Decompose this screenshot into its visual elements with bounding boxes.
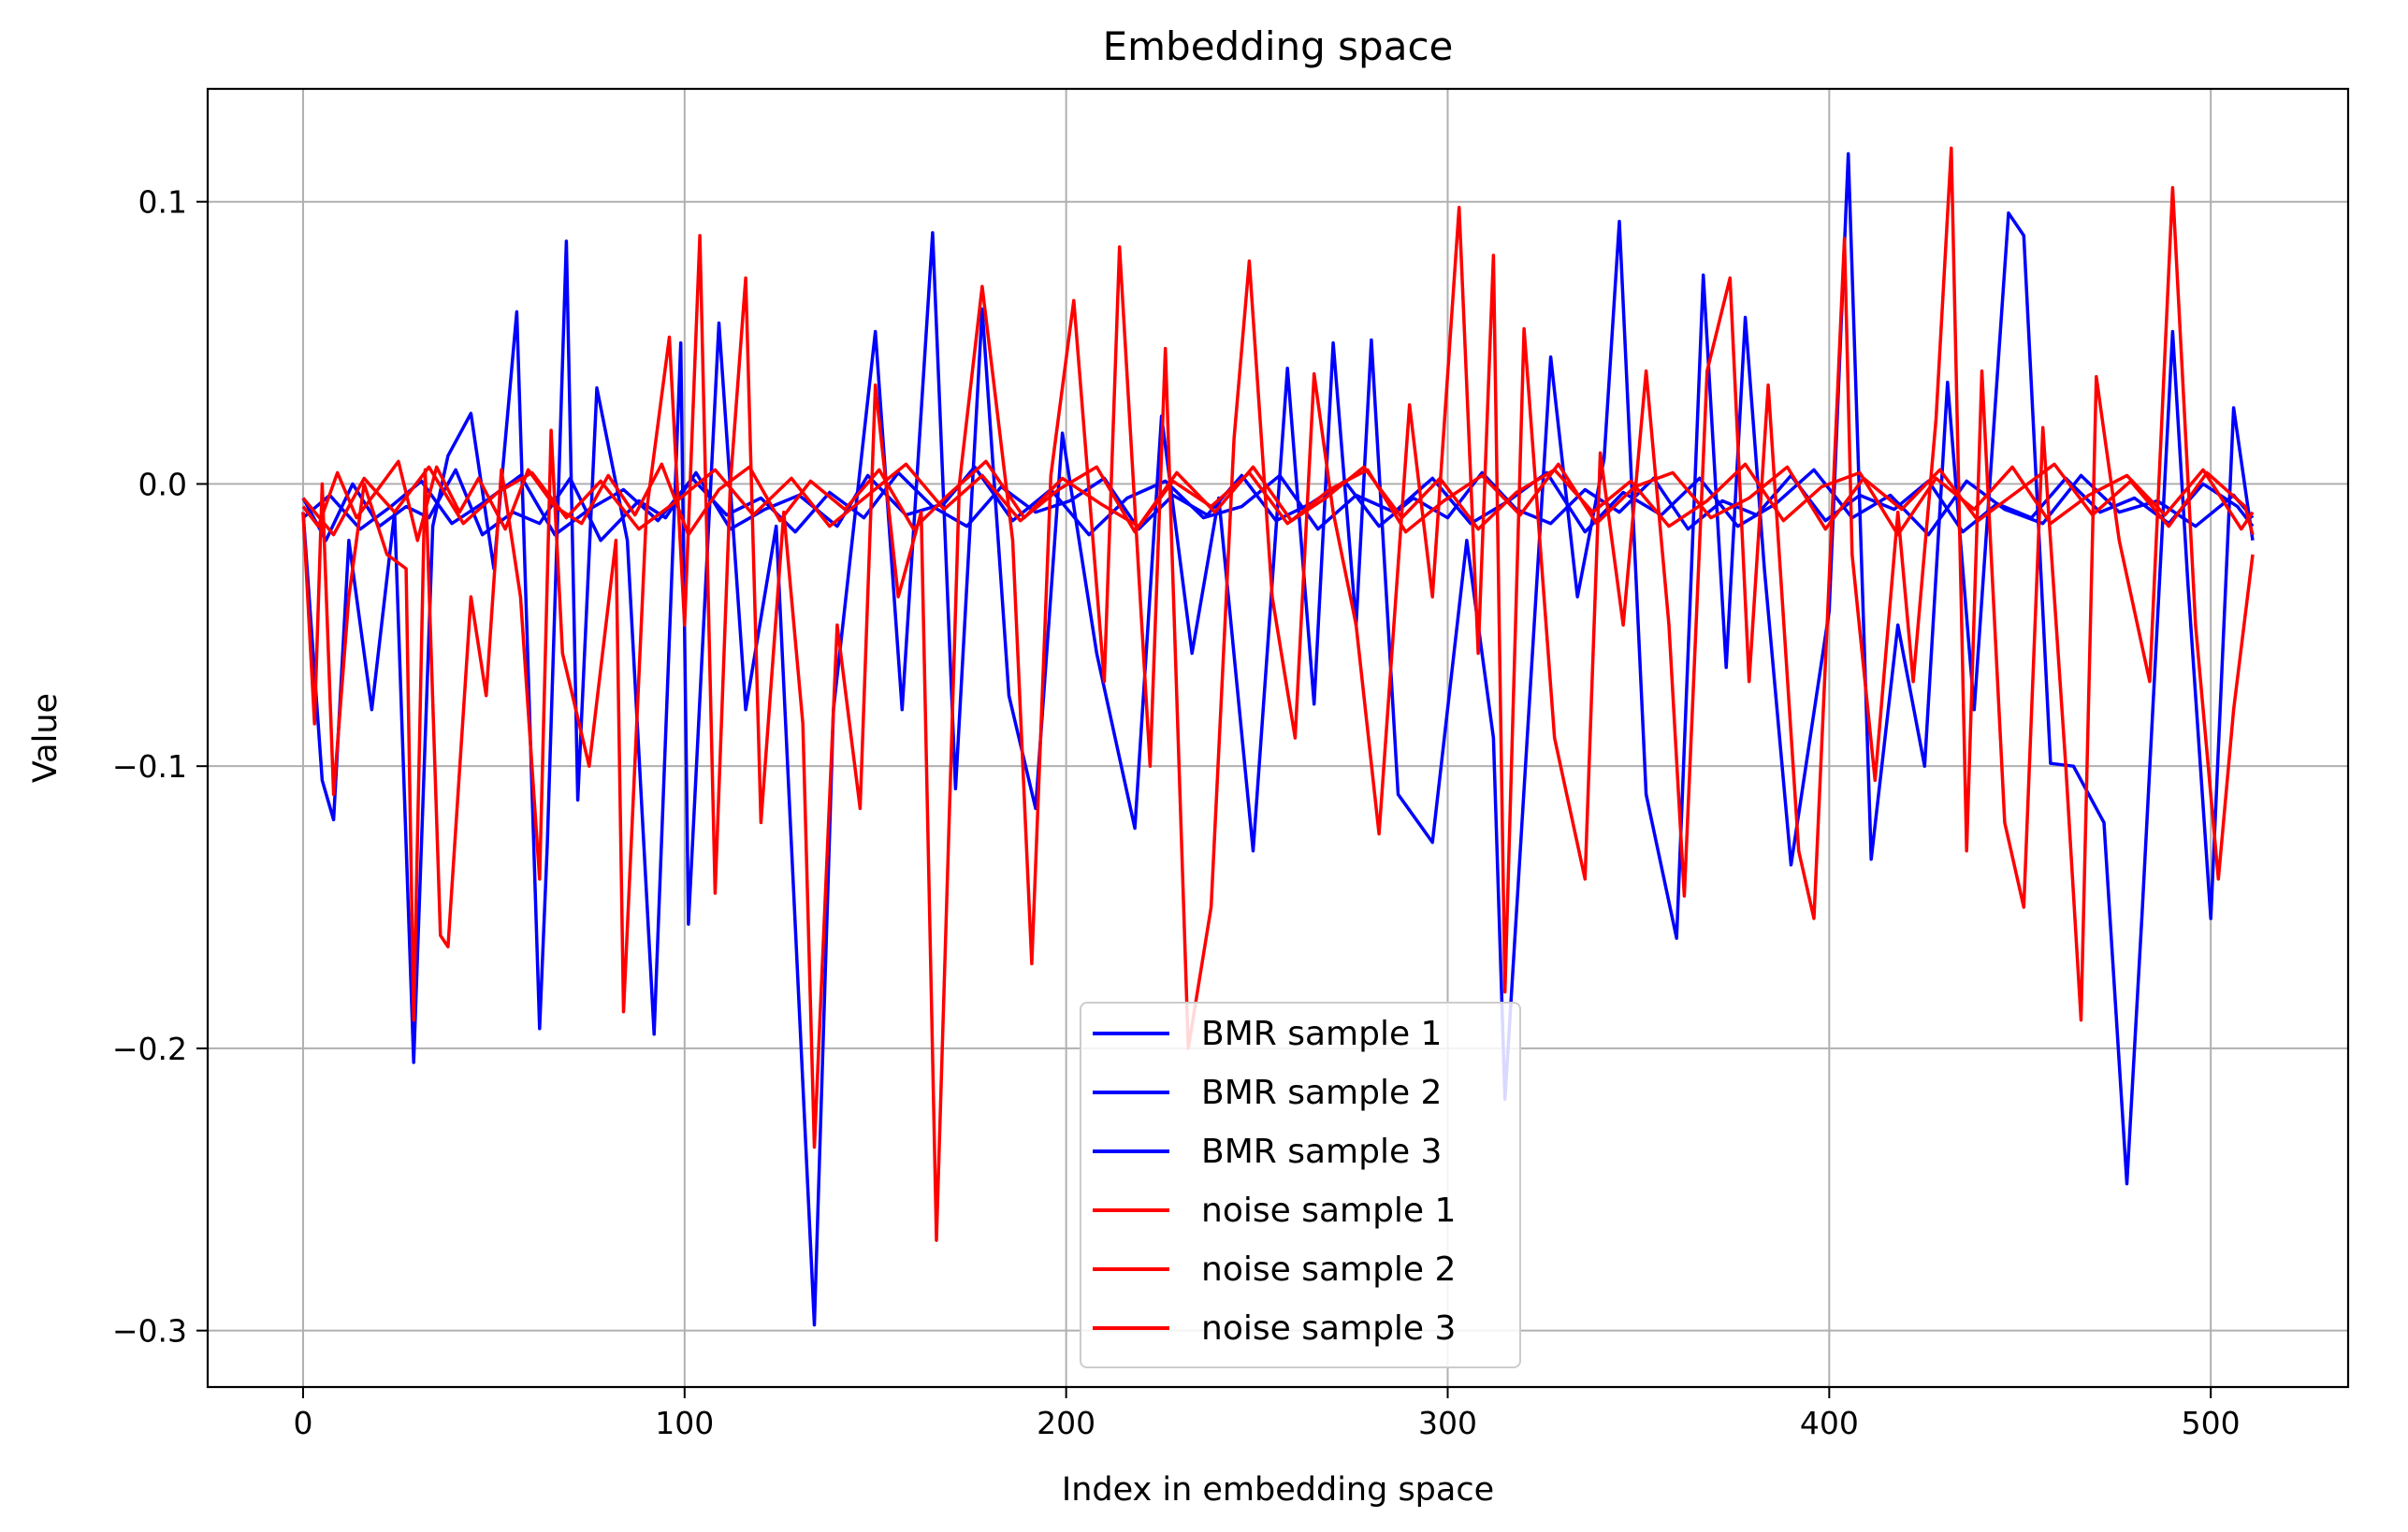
x-tick-label: 400: [1800, 1405, 1859, 1441]
series-line-6: [301, 462, 2255, 537]
x-axis-label: Index in embedding space: [1062, 1471, 1494, 1509]
legend-label: BMR sample 2: [1201, 1074, 1442, 1112]
legend: BMR sample 1 BMR sample 2 BMR sample 3 nois…: [1080, 1002, 1521, 1368]
x-tick-label: 0: [293, 1405, 312, 1441]
y-tick-label: 0.0: [138, 466, 187, 502]
y-tick-label: −0.2: [112, 1031, 187, 1067]
chart-title: Embedding space: [1103, 23, 1454, 69]
legend-label: BMR sample 1: [1201, 1015, 1442, 1053]
x-tick-label: 500: [2182, 1405, 2241, 1441]
legend-box: [1080, 1002, 1521, 1368]
legend-label: noise sample 3: [1201, 1309, 1456, 1348]
series-line-4: [301, 146, 2255, 1242]
y-axis-label: Value: [27, 693, 65, 783]
legend-label: BMR sample 3: [1201, 1133, 1442, 1171]
legend-label: noise sample 1: [1201, 1192, 1456, 1230]
legend-label: noise sample 2: [1201, 1250, 1456, 1289]
plot-frame: [206, 87, 2350, 1389]
x-tick-label: 100: [655, 1405, 714, 1441]
series-group: [301, 146, 2255, 1327]
x-tick-label: 300: [1418, 1405, 1477, 1441]
y-tick-label: 0.1: [138, 184, 187, 221]
axis-ticks: 0 100 200 300 400 500 0.1 0.0 −0.1 −0.2 −0.3: [112, 184, 2241, 1441]
y-tick-label: −0.3: [112, 1313, 187, 1350]
x-tick-label: 200: [1037, 1405, 1095, 1441]
series-line-1: [301, 152, 2255, 1327]
y-tick-label: −0.1: [112, 748, 187, 785]
legend-entries: BMR sample 1 BMR sample 2 BMR sample 3 nois…: [1093, 1015, 1456, 1348]
